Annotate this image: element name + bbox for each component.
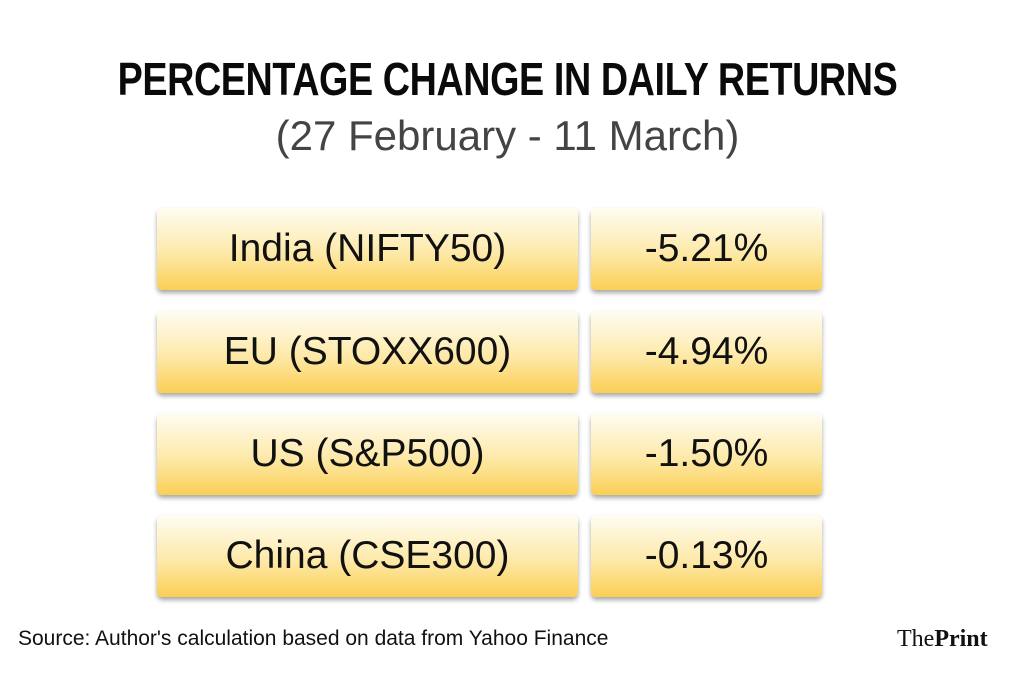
table-row: India (NIFTY50) -5.21% (157, 208, 822, 290)
index-name-cell: EU (STOXX600) (157, 311, 578, 393)
table-row: EU (STOXX600) -4.94% (157, 311, 822, 393)
change-value-cell: -5.21% (591, 208, 822, 290)
table-row: US (S&P500) -1.50% (157, 413, 822, 495)
index-name-cell: India (NIFTY50) (157, 208, 578, 290)
index-name-cell: China (CSE300) (157, 515, 578, 597)
change-value-cell: -4.94% (591, 311, 822, 393)
change-value-cell: -1.50% (591, 413, 822, 495)
index-name-cell: US (S&P500) (157, 413, 578, 495)
page-title: PERCENTAGE CHANGE IN DAILY RETURNS (117, 53, 898, 105)
date-range-subtitle: (27 February - 11 March) (275, 112, 740, 159)
theprint-logo: ThePrint (897, 626, 988, 653)
source-note: Source: Author's calculation based on da… (18, 627, 609, 650)
change-value-cell: -0.13% (591, 515, 822, 597)
logo-print: Print (934, 626, 988, 652)
logo-the: The (897, 626, 935, 652)
table-row: China (CSE300) -0.13% (157, 515, 822, 597)
